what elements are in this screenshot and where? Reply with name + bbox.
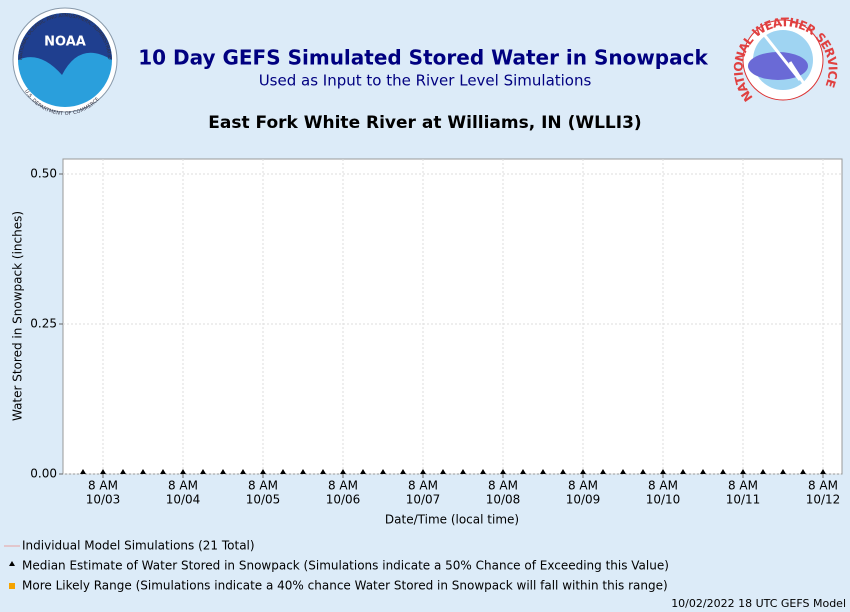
x-tick-time: 8 AM bbox=[648, 479, 678, 493]
median-marker bbox=[400, 469, 406, 474]
x-tick-time: 8 AM bbox=[568, 479, 598, 493]
median-marker bbox=[640, 469, 646, 474]
median-marker bbox=[280, 469, 286, 474]
median-marker bbox=[140, 469, 146, 474]
median-marker bbox=[500, 469, 506, 474]
median-marker bbox=[200, 469, 206, 474]
x-tick-time: 8 AM bbox=[248, 479, 278, 493]
x-tick-time: 8 AM bbox=[408, 479, 438, 493]
median-marker bbox=[520, 469, 526, 474]
chart-title: 10 Day GEFS Simulated Stored Water in Sn… bbox=[138, 46, 708, 70]
x-tick-time: 8 AM bbox=[168, 479, 198, 493]
x-tick-time: 8 AM bbox=[88, 479, 118, 493]
median-marker bbox=[220, 469, 226, 474]
median-marker bbox=[780, 469, 786, 474]
y-tick-label: 0.50 bbox=[30, 167, 57, 181]
legend-label: Individual Model Simulations (21 Total) bbox=[22, 539, 255, 553]
x-tick-time: 8 AM bbox=[808, 479, 838, 493]
legend-label: More Likely Range (Simulations indicate … bbox=[22, 579, 668, 593]
x-tick-date: 10/12 bbox=[806, 493, 841, 507]
y-tick-label: 0.00 bbox=[30, 467, 57, 481]
x-tick-date: 10/03 bbox=[86, 493, 121, 507]
noaa-name: NOAA bbox=[44, 35, 86, 50]
median-marker bbox=[160, 469, 166, 474]
median-marker bbox=[120, 469, 126, 474]
x-tick-date: 10/07 bbox=[406, 493, 441, 507]
median-marker bbox=[700, 469, 706, 474]
x-tick-date: 10/11 bbox=[726, 493, 761, 507]
median-marker bbox=[580, 469, 586, 474]
median-marker bbox=[360, 469, 366, 474]
x-axis-label: Date/Time (local time) bbox=[385, 513, 519, 527]
median-marker bbox=[560, 469, 566, 474]
x-tick-time: 8 AM bbox=[328, 479, 358, 493]
x-tick-date: 10/06 bbox=[326, 493, 361, 507]
x-tick-date: 10/09 bbox=[566, 493, 601, 507]
footer: 10/02/2022 18 UTC GEFS Model bbox=[671, 597, 846, 610]
median-marker bbox=[620, 469, 626, 474]
median-marker bbox=[80, 469, 86, 474]
median-marker bbox=[820, 469, 826, 474]
x-tick-date: 10/08 bbox=[486, 493, 521, 507]
x-tick-time: 8 AM bbox=[488, 479, 518, 493]
location-title: East Fork White River at Williams, IN (W… bbox=[208, 113, 641, 133]
median-marker bbox=[600, 469, 606, 474]
median-marker bbox=[240, 469, 246, 474]
median-marker bbox=[300, 469, 306, 474]
median-marker bbox=[760, 469, 766, 474]
median-marker bbox=[720, 469, 726, 474]
median-marker bbox=[380, 469, 386, 474]
median-marker bbox=[420, 469, 426, 474]
legend-label: Median Estimate of Water Stored in Snowp… bbox=[22, 559, 669, 573]
median-marker bbox=[320, 469, 326, 474]
median-marker bbox=[340, 469, 346, 474]
y-axis-label: Water Stored in Snowpack (inches) bbox=[11, 211, 25, 421]
chart-subtitle: Used as Input to the River Level Simulat… bbox=[259, 72, 592, 90]
x-tick-date: 10/05 bbox=[246, 493, 281, 507]
median-marker bbox=[460, 469, 466, 474]
median-marker bbox=[740, 469, 746, 474]
median-marker bbox=[100, 469, 106, 474]
median-marker bbox=[440, 469, 446, 474]
median-marker bbox=[540, 469, 546, 474]
legend-swatch bbox=[9, 561, 15, 566]
plot-area bbox=[62, 158, 843, 475]
x-tick-time: 8 AM bbox=[728, 479, 758, 493]
median-marker bbox=[180, 469, 186, 474]
median-marker bbox=[480, 469, 486, 474]
y-tick-label: 0.25 bbox=[30, 317, 57, 331]
median-marker bbox=[800, 469, 806, 474]
x-tick-date: 10/04 bbox=[166, 493, 201, 507]
x-tick-date: 10/10 bbox=[646, 493, 681, 507]
median-marker bbox=[660, 469, 666, 474]
legend-swatch bbox=[9, 583, 15, 589]
median-marker bbox=[260, 469, 266, 474]
median-marker bbox=[680, 469, 686, 474]
